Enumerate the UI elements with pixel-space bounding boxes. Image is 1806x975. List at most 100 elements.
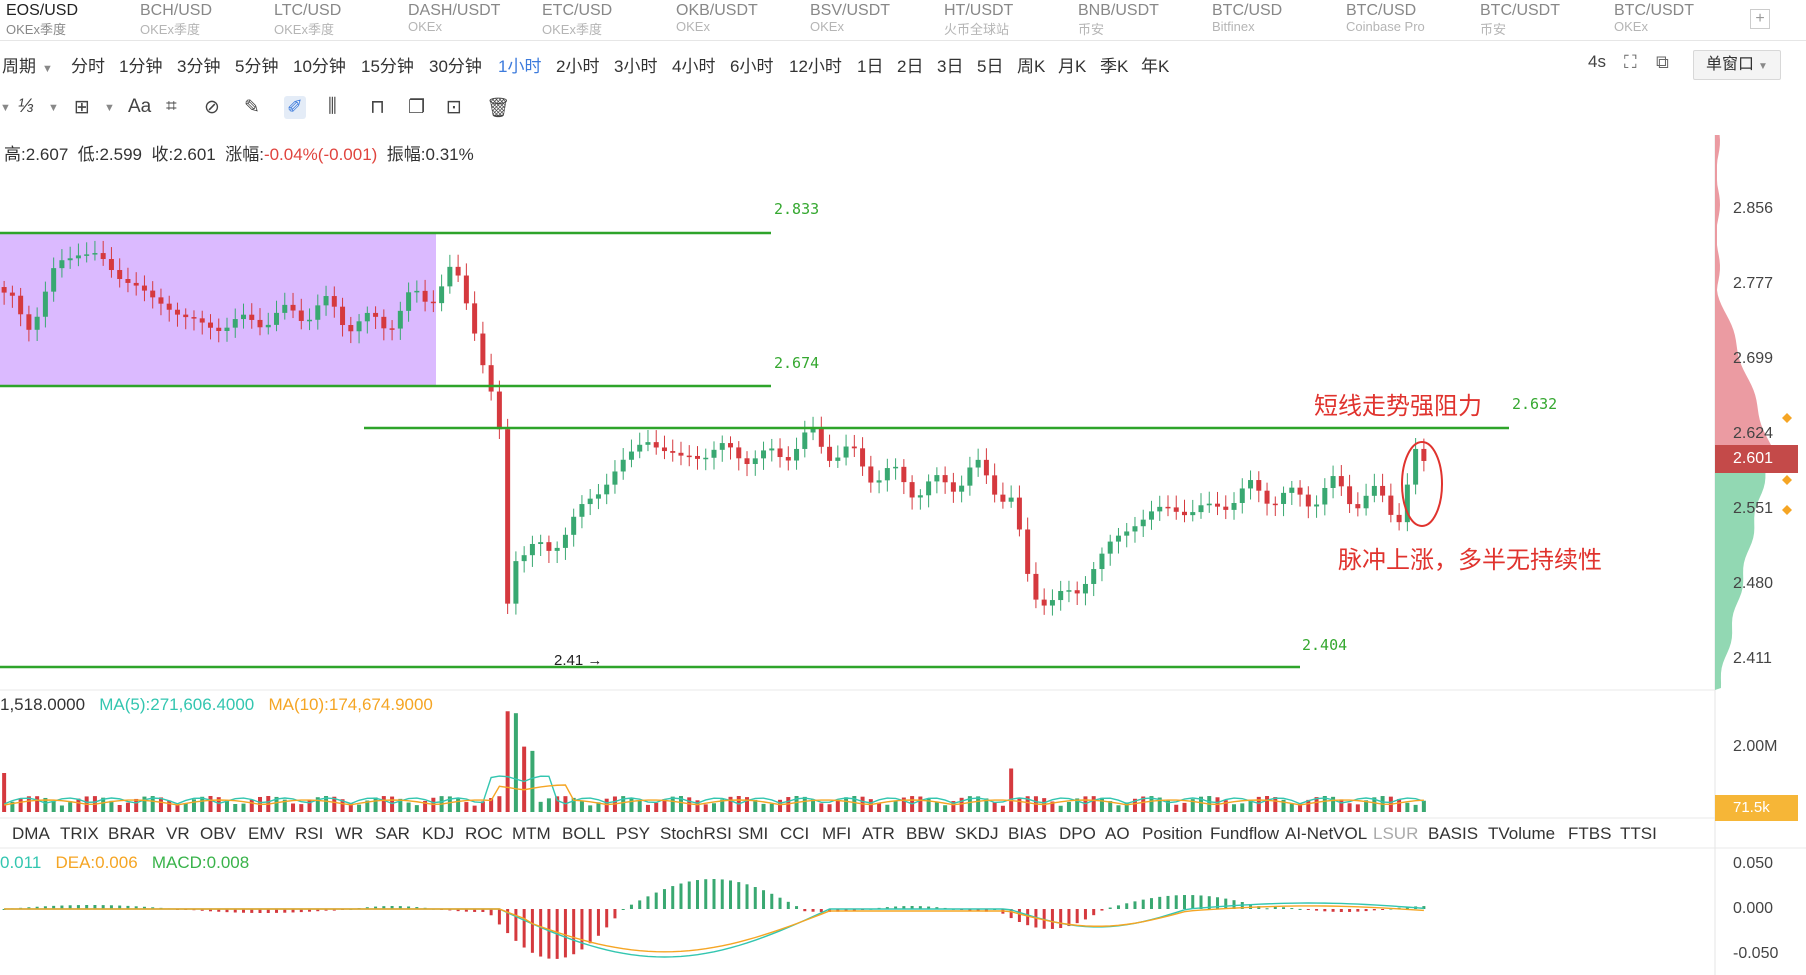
lock-icon[interactable]: ⊓ [370, 97, 385, 118]
indicator-sar[interactable]: SAR [375, 824, 410, 843]
period-1h[interactable]: 1小时 [498, 57, 542, 76]
indicator-dma[interactable]: DMA [12, 824, 50, 843]
period-month[interactable]: 月K [1058, 57, 1087, 76]
indicator-emv[interactable]: EMV [248, 824, 285, 843]
indicator-bbw[interactable]: BBW [906, 824, 945, 843]
indicator-lsur[interactable]: LSUR [1373, 824, 1419, 843]
macd-bar [68, 905, 72, 909]
indicator-ai-netvol[interactable]: AI-NetVOL [1285, 824, 1368, 843]
indicator-smi[interactable]: SMI [738, 824, 769, 843]
candle-body [340, 306, 346, 326]
brush-icon[interactable]: ✐ [284, 96, 306, 119]
indicator-dpo[interactable]: DPO [1059, 824, 1096, 843]
tab-etc-usd[interactable]: ETC/USD OKEx季度 [536, 0, 670, 40]
pulse-circle[interactable] [1401, 441, 1443, 527]
chevron-down-icon[interactable]: ▼ [104, 102, 115, 114]
magnet-icon[interactable]: ⊘ [204, 97, 220, 118]
period-3d[interactable]: 3日 [937, 57, 964, 76]
period-quarter[interactable]: 季K [1100, 57, 1129, 76]
indicator-psy[interactable]: PSY [616, 824, 651, 843]
period-6h[interactable]: 6小时 [730, 57, 774, 76]
tab-bch-usd[interactable]: BCH/USD OKEx季度 [134, 0, 268, 40]
copy-icon[interactable]: ❐ [408, 97, 426, 118]
indicator-vr[interactable]: VR [166, 824, 190, 843]
crosshair-grid-icon[interactable]: ⊞ [74, 97, 90, 118]
volume-bar [357, 804, 362, 812]
period-15m[interactable]: 15分钟 [361, 57, 414, 76]
tab-dash-usdt[interactable]: DASH/USDT OKEx [402, 0, 536, 40]
indicator-cci[interactable]: CCI [780, 824, 810, 843]
chevron-down-icon[interactable]: ▼ [0, 102, 11, 114]
period-3h[interactable]: 3小时 [614, 57, 658, 76]
period-dropdown[interactable]: 周期 ▼ [2, 52, 53, 77]
period-12h[interactable]: 12小时 [789, 57, 842, 76]
tab-bnb-usdt[interactable]: BNB/USDT 币安 [1072, 0, 1206, 40]
period-1d[interactable]: 1日 [857, 57, 884, 76]
period-week[interactable]: 周K [1017, 57, 1046, 76]
indicator-wr[interactable]: WR [335, 824, 364, 843]
annotation-pulse[interactable]: 脉冲上涨，多半无持续性 [1338, 547, 1602, 574]
indicator-position[interactable]: Position [1142, 824, 1203, 843]
indicator-bias[interactable]: BIAS [1008, 824, 1047, 843]
tab-btc-usd-coinbase[interactable]: BTC/USD Coinbase Pro [1340, 0, 1474, 40]
period-4h[interactable]: 4小时 [672, 57, 716, 76]
measure-icon[interactable]: ⌗ [166, 96, 177, 117]
period-10m[interactable]: 10分钟 [293, 57, 346, 76]
period-2d[interactable]: 2日 [897, 57, 924, 76]
window-mode-select[interactable]: 单窗口 ▼ [1693, 50, 1781, 80]
indicator-stochrsi[interactable]: StochRSI [660, 824, 732, 843]
candle-body [950, 482, 956, 492]
indicator-basis[interactable]: BASIS [1428, 824, 1479, 843]
tab-ltc-usd[interactable]: LTC/USD OKEx季度 [268, 0, 402, 40]
text-tool[interactable]: Aa [128, 96, 152, 117]
period-5d[interactable]: 5日 [977, 57, 1004, 76]
fibonacci-icon[interactable]: ⅓ [18, 96, 34, 117]
ruler-icon[interactable]: ✎ [244, 97, 260, 118]
chevron-down-icon[interactable]: ▼ [48, 102, 59, 114]
popout-icon[interactable]: ⧉ [1656, 52, 1669, 72]
indicator-mfi[interactable]: MFI [822, 824, 852, 843]
indicator-tvolume[interactable]: TVolume [1488, 824, 1556, 843]
annotation-resistance[interactable]: 短线走势强阻力 [1314, 393, 1482, 420]
tab-btc-usdt-binance[interactable]: BTC/USDT 币安 [1474, 0, 1608, 40]
period-3m[interactable]: 3分钟 [177, 57, 221, 76]
tab-btc-usd-bitfinex[interactable]: BTC/USD Bitfinex [1206, 0, 1340, 40]
add-tab-button[interactable]: + [1750, 9, 1770, 29]
period-year[interactable]: 年K [1141, 57, 1170, 76]
period-1m[interactable]: 1分钟 [119, 57, 163, 76]
indicator-skdj[interactable]: SKDJ [955, 824, 999, 843]
indicator-brar[interactable]: BRAR [108, 824, 156, 843]
tab-okb-usdt[interactable]: OKB/USDT OKEx [670, 0, 804, 40]
indicator-kdj[interactable]: KDJ [422, 824, 455, 843]
indicator-ttsi[interactable]: TTSI [1620, 824, 1657, 843]
indicator-boll[interactable]: BOLL [562, 824, 606, 843]
period-timeline[interactable]: 分时 [71, 57, 105, 76]
indicator-rsi[interactable]: RSI [295, 824, 324, 843]
candle-body [92, 253, 98, 255]
consolidation-zone[interactable] [0, 234, 436, 385]
refresh-interval[interactable]: 4s [1588, 52, 1606, 71]
period-30m[interactable]: 30分钟 [429, 57, 482, 76]
tab-eos-usd[interactable]: EOS/USD OKEx季度 [0, 0, 134, 40]
volume-bar [1372, 797, 1377, 812]
indicator-fundflow[interactable]: Fundflow [1210, 824, 1279, 843]
tab-btc-usdt-okex[interactable]: BTC/USDT OKEx [1608, 0, 1742, 40]
indicator-obv[interactable]: OBV [200, 824, 236, 843]
period-2h[interactable]: 2小时 [556, 57, 600, 76]
candle-body [678, 452, 684, 456]
price-axis-label: 2.624 [1733, 425, 1774, 442]
fullscreen-icon[interactable]: ⛶ [1624, 52, 1637, 72]
indicator-ftbs[interactable]: FTBS [1568, 824, 1612, 843]
tab-ht-usdt[interactable]: HT/USDT 火币全球站 [938, 0, 1072, 40]
trash-icon[interactable]: 🗑 [486, 98, 511, 119]
indicator-atr[interactable]: ATR [862, 824, 895, 843]
indicator-ao[interactable]: AO [1105, 824, 1130, 843]
tab-bsv-usdt[interactable]: BSV/USDT OKEx [804, 0, 938, 40]
candle-icon[interactable]: ⫼ [328, 96, 337, 117]
indicator-trix[interactable]: TRIX [60, 824, 99, 843]
period-5m[interactable]: 5分钟 [235, 57, 279, 76]
screenshot-icon[interactable]: ⊡ [446, 97, 462, 118]
indicator-mtm[interactable]: MTM [512, 824, 551, 843]
indicator-roc[interactable]: ROC [465, 824, 503, 843]
